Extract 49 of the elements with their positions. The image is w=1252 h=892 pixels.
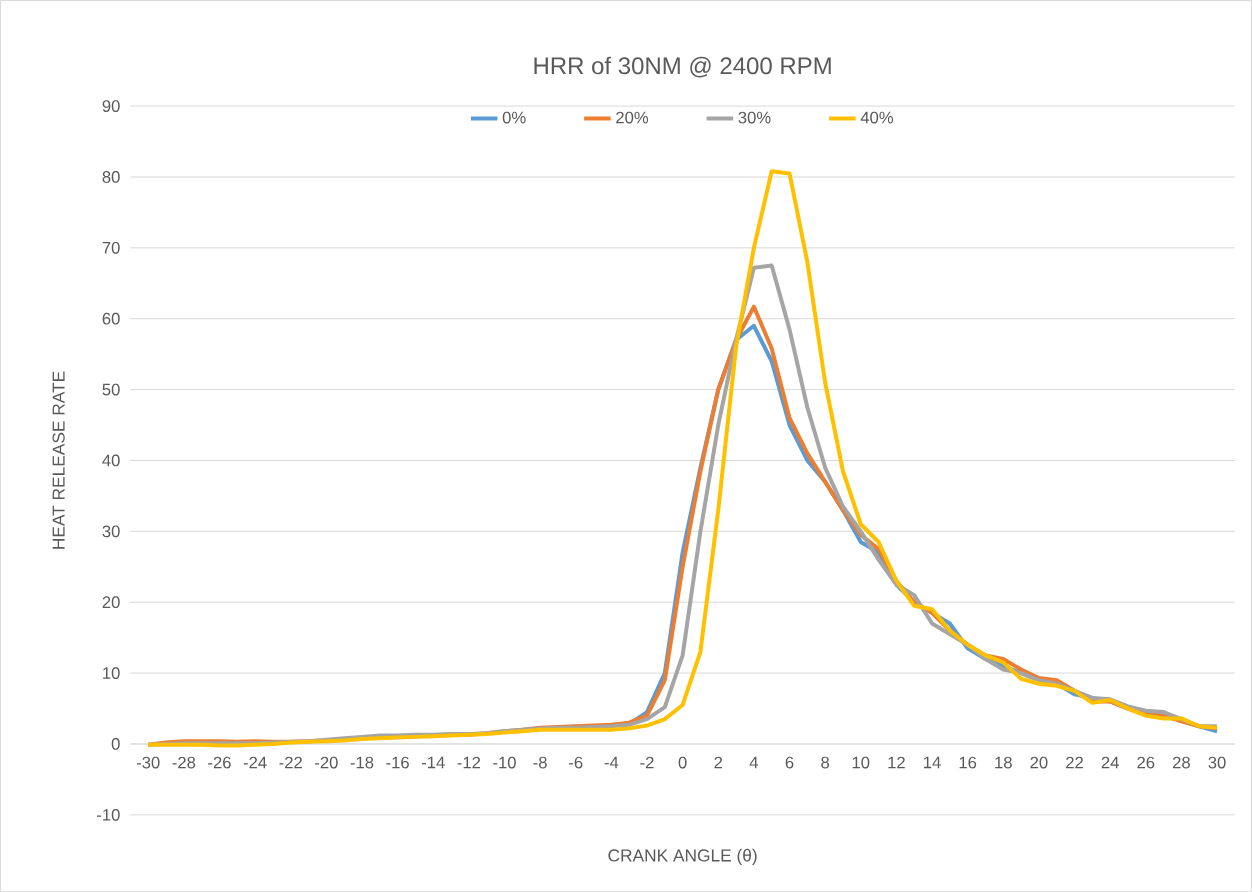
x-tick-label: 20 <box>1030 756 1048 769</box>
x-axis-title: CRANK ANGLE (θ) <box>608 848 757 865</box>
x-tick-label: -26 <box>208 756 231 769</box>
x-tick-label: 0 <box>678 756 687 769</box>
y-tick-label: 20 <box>102 596 120 608</box>
y-tick-label: 40 <box>102 454 120 467</box>
x-tick-label: -20 <box>315 756 338 769</box>
y-tick-label: 30 <box>102 525 120 538</box>
y-tick-label: -10 <box>97 808 120 821</box>
x-tick-label: -8 <box>533 756 547 769</box>
y-tick-label: 90 <box>102 100 120 112</box>
x-tick-label: 14 <box>924 756 941 768</box>
x-tick-label: 10 <box>852 756 870 769</box>
x-tick-label: -10 <box>493 756 516 769</box>
y-tick-label: 50 <box>102 383 120 396</box>
legend-label: 20% <box>616 111 649 124</box>
x-tick-label: 28 <box>1172 756 1190 769</box>
x-tick-label: 26 <box>1137 756 1155 769</box>
legend-label: 40% <box>860 111 894 124</box>
x-tick-label: 8 <box>821 756 830 769</box>
x-tick-label: 16 <box>959 756 977 769</box>
x-tick-label: -14 <box>421 756 445 768</box>
x-tick-label: -6 <box>569 756 583 769</box>
x-tick-label: 24 <box>1101 756 1119 769</box>
x-tick-label: 2 <box>714 756 723 769</box>
x-tick-label: -12 <box>457 756 481 769</box>
x-tick-label: 4 <box>749 756 759 768</box>
x-tick-label: -28 <box>172 756 196 769</box>
x-tick-label: -2 <box>640 756 654 769</box>
y-tick-label: 60 <box>102 312 120 325</box>
legend-label: 0% <box>502 111 526 124</box>
x-tick-label: 6 <box>785 756 794 769</box>
x-tick-label: -24 <box>243 756 267 769</box>
y-tick-label: 10 <box>103 667 120 679</box>
legend-label: 30% <box>738 111 771 124</box>
chart-title: HRR of 30NM @ 2400 RPM <box>534 56 831 78</box>
y-tick-label: 0 <box>111 737 120 750</box>
y-tick-label: 70 <box>102 241 120 254</box>
x-tick-label: 18 <box>995 756 1012 769</box>
x-tick-label: -30 <box>136 756 160 769</box>
x-tick-label: 12 <box>888 756 905 769</box>
y-axis-title: HEAT RELEASE RATE <box>52 371 65 549</box>
x-tick-label: -18 <box>350 756 374 769</box>
x-tick-label: -22 <box>279 756 302 769</box>
x-tick-label: 22 <box>1066 756 1083 769</box>
x-tick-label: -4 <box>604 756 619 768</box>
y-tick-label: 80 <box>102 170 120 183</box>
x-tick-label: -16 <box>386 756 409 769</box>
x-tick-label: 30 <box>1208 756 1226 769</box>
